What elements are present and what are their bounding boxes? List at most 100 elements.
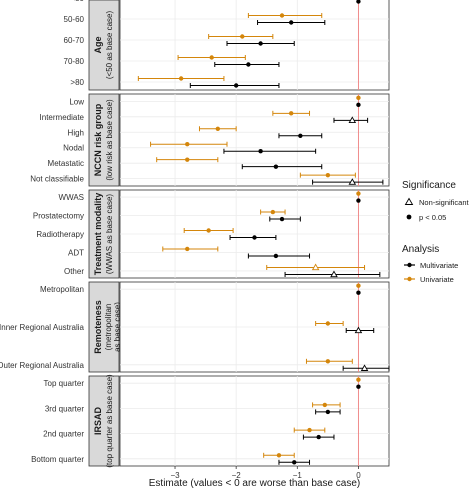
category-label: Outer Regional Australia (0, 361, 85, 370)
multivariate-point (279, 216, 285, 222)
legend-point (407, 276, 412, 282)
multivariate-point (356, 102, 361, 108)
panel-title: Age (93, 36, 103, 53)
legend-significance-item: Non-significant (419, 198, 470, 207)
category-label: 3rd quarter (45, 404, 84, 413)
legend-analysis-item: Univariate (420, 275, 454, 284)
panel-subtitle: (WWAS as base case) (105, 194, 114, 275)
x-tick-label: −3 (170, 471, 180, 480)
univariate-point (185, 246, 190, 252)
multivariate-point (316, 434, 321, 440)
multivariate-point (258, 149, 263, 154)
multivariate-point (354, 326, 363, 334)
panel-4: IRSAD (top quarter as base case) Top quart… (31, 374, 390, 468)
category-label: Top quarter (44, 379, 85, 388)
category-label: Inner Regional Australia (0, 323, 85, 332)
multivariate-point (325, 409, 331, 415)
panel-3: Remoteness (metropolitan as base case) Metr… (0, 281, 390, 373)
category-label: Metastatic (48, 159, 84, 168)
multivariate-point (292, 460, 297, 465)
multivariate-point (356, 0, 361, 4)
univariate-point (356, 191, 361, 196)
panel-title: IRSAD (93, 407, 103, 436)
panel-plot-area (119, 93, 390, 187)
panel-subtitle: (top quarter as base case) (105, 374, 114, 468)
multivariate-point (258, 41, 263, 46)
legend-significance-title: Significance (402, 180, 456, 191)
multivariate-point (273, 164, 279, 169)
panel-title: Remoteness (93, 300, 103, 354)
multivariate-point (273, 253, 279, 259)
panel-plot-area (119, 0, 390, 91)
category-label: Bottom quarter (31, 455, 84, 464)
univariate-point (185, 157, 190, 162)
univariate-point (356, 283, 361, 288)
category-label: Low (69, 97, 84, 106)
panel-subtitle-line2: as base case) (113, 302, 122, 352)
category-label: 70-80 (64, 57, 85, 66)
category-label: 60-70 (64, 36, 85, 45)
panel-2: Treatment modality (WWAS as base case) WWA… (33, 189, 390, 279)
x-axis-title: Estimate (values < 0 are worse than base… (149, 478, 361, 489)
multivariate-point (356, 290, 361, 295)
univariate-point (322, 402, 328, 408)
univariate-point (178, 76, 184, 81)
panel-strip-label: Treatment modality (WWAS as base case) (93, 193, 114, 276)
univariate-point (279, 13, 285, 18)
panel-strip-label: IRSAD (top quarter as base case) (93, 374, 114, 468)
panel-strip (88, 93, 120, 187)
panel-strip (88, 189, 120, 279)
multivariate-point (356, 198, 361, 203)
legend-symbol-triangle (404, 197, 414, 205)
univariate-point (325, 172, 331, 178)
multivariate-point (246, 62, 251, 67)
category-label: Intermediate (40, 113, 85, 122)
category-label: Metropolitan (40, 285, 84, 294)
panel-title: Treatment modality (93, 193, 103, 276)
univariate-point (215, 126, 221, 131)
panel-subtitle: (<50 as base case) (105, 11, 114, 80)
univariate-point (206, 228, 211, 233)
panel-subtitle-line1: (metropolitan (104, 304, 113, 351)
univariate-point (240, 34, 245, 39)
multivariate-point (298, 133, 303, 138)
category-label: Radiotherapy (36, 230, 84, 239)
multivariate-point (233, 83, 239, 88)
univariate-point (325, 321, 331, 326)
panel-strip (88, 0, 120, 91)
univariate-point (325, 359, 331, 364)
x-tick-label: −2 (232, 471, 242, 480)
category-label: Nodal (63, 144, 84, 153)
panel-strip (88, 375, 120, 467)
category-label: ADT (68, 248, 84, 257)
x-tick-label: 0 (356, 471, 361, 480)
panel-strip-label: NCCN risk group (low risk as base case) (93, 99, 114, 181)
panel-title: NCCN risk group (93, 103, 103, 176)
univariate-point (311, 263, 320, 271)
panel-strip-label: Age (<50 as base case) (93, 11, 114, 80)
multivariate-point (288, 20, 294, 25)
panel-strip (88, 281, 120, 373)
category-label: >80 (70, 78, 84, 87)
category-label: 2nd quarter (43, 430, 84, 439)
category-label: Not classifiable (30, 175, 84, 184)
multivariate-point (360, 364, 369, 371)
panel-0: Age(<50 as base case) <50 50-60 60-70 70-80 >… (64, 0, 390, 91)
panel-1: NCCN risk group (low risk as base case) Lo… (30, 93, 390, 187)
category-label: Prostatectomy (33, 212, 84, 221)
panel-strip-label: Remoteness (metropolitan as base case) (93, 300, 122, 354)
legend-analysis-title: Analysis (402, 244, 439, 255)
x-tick-label: −1 (293, 471, 303, 480)
multivariate-point (330, 270, 338, 278)
legend-point (407, 262, 412, 268)
category-label: <50 (70, 0, 84, 3)
category-label: 50-60 (64, 15, 85, 24)
category-label: WWAS (59, 193, 84, 202)
legend-analysis-item: Multivariate (420, 261, 458, 270)
univariate-point (185, 142, 190, 147)
multivariate-point (348, 178, 357, 185)
legend-symbol-circle (406, 214, 412, 220)
multivariate-point (348, 116, 357, 123)
multivariate-point (252, 235, 257, 240)
